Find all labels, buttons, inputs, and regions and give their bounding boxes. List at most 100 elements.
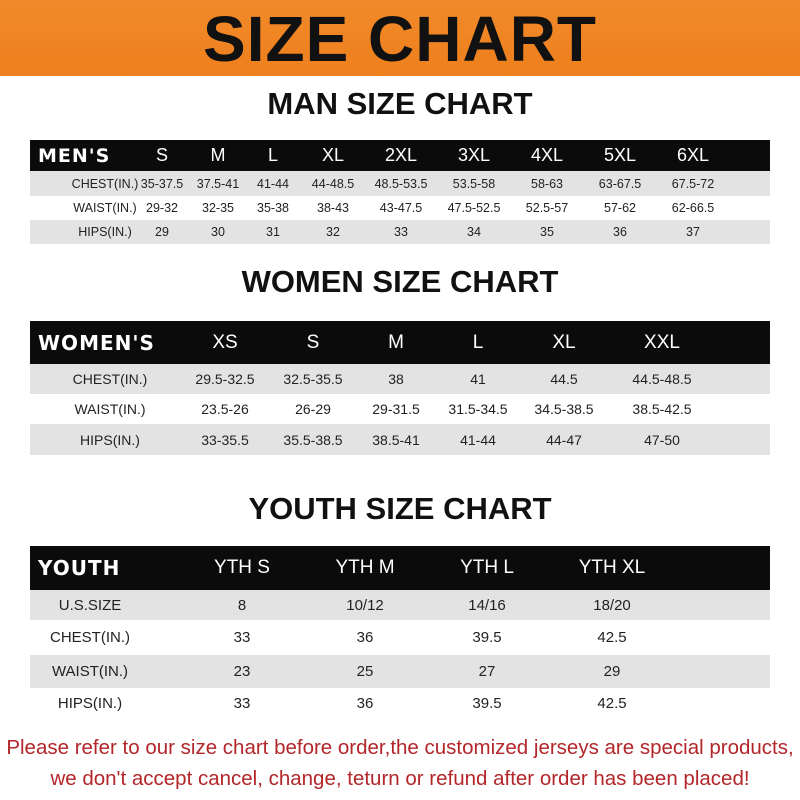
table-cell: 30 (211, 225, 225, 239)
table-cell: 27 (478, 663, 496, 680)
size-header-cell: 4XL (530, 145, 564, 165)
table-cell: 31 (266, 225, 280, 239)
size-header-cell: 5XL (603, 145, 637, 165)
table-cell: 41-44 (460, 431, 496, 448)
size-header-cell: XXL (644, 331, 680, 353)
size-header-cell: YTH M (335, 557, 395, 578)
table-title-cell: WOMEN'S (38, 330, 155, 355)
size-header-cell: S (306, 331, 320, 353)
size-header-cell: XL (321, 145, 345, 165)
table-cell: 63-67.5 (598, 176, 642, 191)
table-cell: 33 (233, 694, 251, 712)
table-cell: 37 (686, 225, 700, 239)
table-header-row: YOUTH YTH S YTH M YTH L YTH XL (30, 546, 770, 590)
table-cell: 41-44 (257, 176, 289, 191)
table-cell: 36 (356, 629, 374, 646)
table-cell: 18/20 (593, 596, 631, 614)
table-cell: 8 (237, 596, 247, 614)
table-cell: 62-66.5 (671, 201, 715, 215)
table-cell: 25 (356, 663, 374, 680)
table-cell: 26-29 (295, 401, 331, 417)
size-header-cell: S (155, 145, 169, 165)
table-cell: 29.5-32.5 (195, 371, 255, 387)
measure-label-cell: CHEST(IN.) (71, 176, 139, 191)
table-row: U.S.SIZE 8 10/12 14/16 18/20 (30, 590, 770, 620)
size-header-cell: XL (552, 331, 576, 353)
table-cell: 47.5-52.5 (447, 201, 501, 215)
measure-label-cell: WAIST(IN.) (51, 663, 129, 680)
banner: SIZE CHART (0, 0, 800, 76)
women-section-title: WOMEN SIZE CHART (241, 264, 559, 299)
table-cell: 67.5-72 (671, 176, 715, 191)
table-row: WAIST(IN.) 29-32 32-35 35-38 38-43 43-47.5 47.… (30, 196, 770, 220)
measure-label-cell: CHEST(IN.) (50, 629, 130, 646)
size-header-cell: YTH L (460, 557, 514, 578)
table-cell: 23 (233, 663, 251, 680)
table-cell: 58-63 (531, 176, 563, 191)
table-cell: 29 (603, 663, 621, 680)
table-cell: 10/12 (346, 596, 384, 614)
table-cell: 52.5-57 (525, 201, 569, 215)
measure-label-cell: HIPS(IN.) (57, 694, 123, 712)
table-cell: 43-47.5 (379, 201, 423, 215)
size-header-cell: XS (212, 331, 238, 353)
table-cell: 44.5-48.5 (632, 371, 692, 387)
size-header-cell: L (472, 331, 484, 353)
table-cell: 32.5-35.5 (283, 371, 343, 387)
table-cell: 35-37.5 (140, 176, 184, 191)
measure-label-cell: WAIST(IN.) (73, 201, 137, 215)
footer-line-1: Please refer to our size chart before or… (6, 736, 794, 759)
table-cell: 33-35.5 (201, 431, 249, 448)
table-cell: 29 (155, 225, 169, 239)
size-header-cell: M (388, 331, 404, 353)
table-cell: 38.5-42.5 (632, 401, 692, 417)
size-header-cell: 3XL (457, 145, 491, 165)
men-section-title: MAN SIZE CHART (267, 86, 533, 121)
table-cell: 35-38 (257, 201, 289, 215)
table-cell: 32 (326, 225, 340, 239)
table-cell: 36 (613, 225, 627, 239)
table-cell: 44.5 (550, 371, 578, 387)
table-cell: 33 (233, 629, 251, 646)
table-cell: 23.5-26 (201, 401, 249, 417)
table-cell: 37.5-41 (196, 176, 240, 191)
table-row: CHEST(IN.) 35-37.5 37.5-41 41-44 44-48.5 48.5… (30, 171, 770, 196)
table-title-cell: MEN'S (38, 144, 111, 167)
table-cell: 57-62 (604, 201, 636, 215)
measure-label-cell: WAIST(IN.) (74, 401, 146, 417)
size-header-cell: 2XL (384, 145, 418, 165)
size-header-cell: YTH XL (578, 557, 646, 578)
table-cell: 31.5-34.5 (448, 401, 508, 417)
table-title-cell: YOUTH (38, 556, 121, 580)
table-row: HIPS(IN.) 29 30 31 32 33 34 35 36 37 (30, 220, 770, 244)
table-cell: 39.5 (472, 629, 502, 646)
table-cell: 34 (467, 225, 481, 239)
table-cell: 35.5-38.5 (283, 431, 343, 448)
table-cell: 41 (470, 371, 486, 387)
table-cell: 38 (388, 371, 404, 387)
table-cell: 38-43 (317, 201, 349, 215)
table-cell: 38.5-41 (372, 431, 420, 448)
table-cell: 29-31.5 (372, 401, 420, 417)
size-header-cell: M (210, 145, 226, 165)
footer-notice: Please refer to our size chart before or… (0, 732, 800, 794)
table-cell: 39.5 (472, 694, 502, 712)
table-cell: 44-48.5 (311, 176, 355, 191)
size-header-cell: YTH S (214, 557, 270, 578)
measure-label-cell: HIPS(IN.) (78, 225, 132, 239)
table-cell: 32-35 (202, 201, 234, 215)
table-row: HIPS(IN.) 33-35.5 35.5-38.5 38.5-41 41-44 44-… (30, 424, 770, 455)
table-cell: 53.5-58 (452, 176, 496, 191)
table-row: HIPS(IN.) 33 36 39.5 42.5 (30, 688, 770, 718)
table-cell: 42.5 (597, 629, 627, 646)
measure-label-cell: U.S.SIZE (58, 596, 122, 614)
table-row: WAIST(IN.) 23 25 27 29 (30, 655, 770, 688)
table-row: WAIST(IN.) 23.5-26 26-29 29-31.5 31.5-34.5 34… (30, 394, 770, 424)
youth-section-title: YOUTH SIZE CHART (248, 491, 552, 526)
table-cell: 44-47 (546, 431, 582, 448)
table-cell: 14/16 (468, 596, 506, 614)
table-row: CHEST(IN.) 29.5-32.5 32.5-35.5 38 41 44.5 44.5… (30, 364, 770, 394)
table-cell: 36 (356, 694, 374, 712)
table-cell: 48.5-53.5 (374, 176, 428, 191)
table-cell: 35 (540, 225, 554, 239)
